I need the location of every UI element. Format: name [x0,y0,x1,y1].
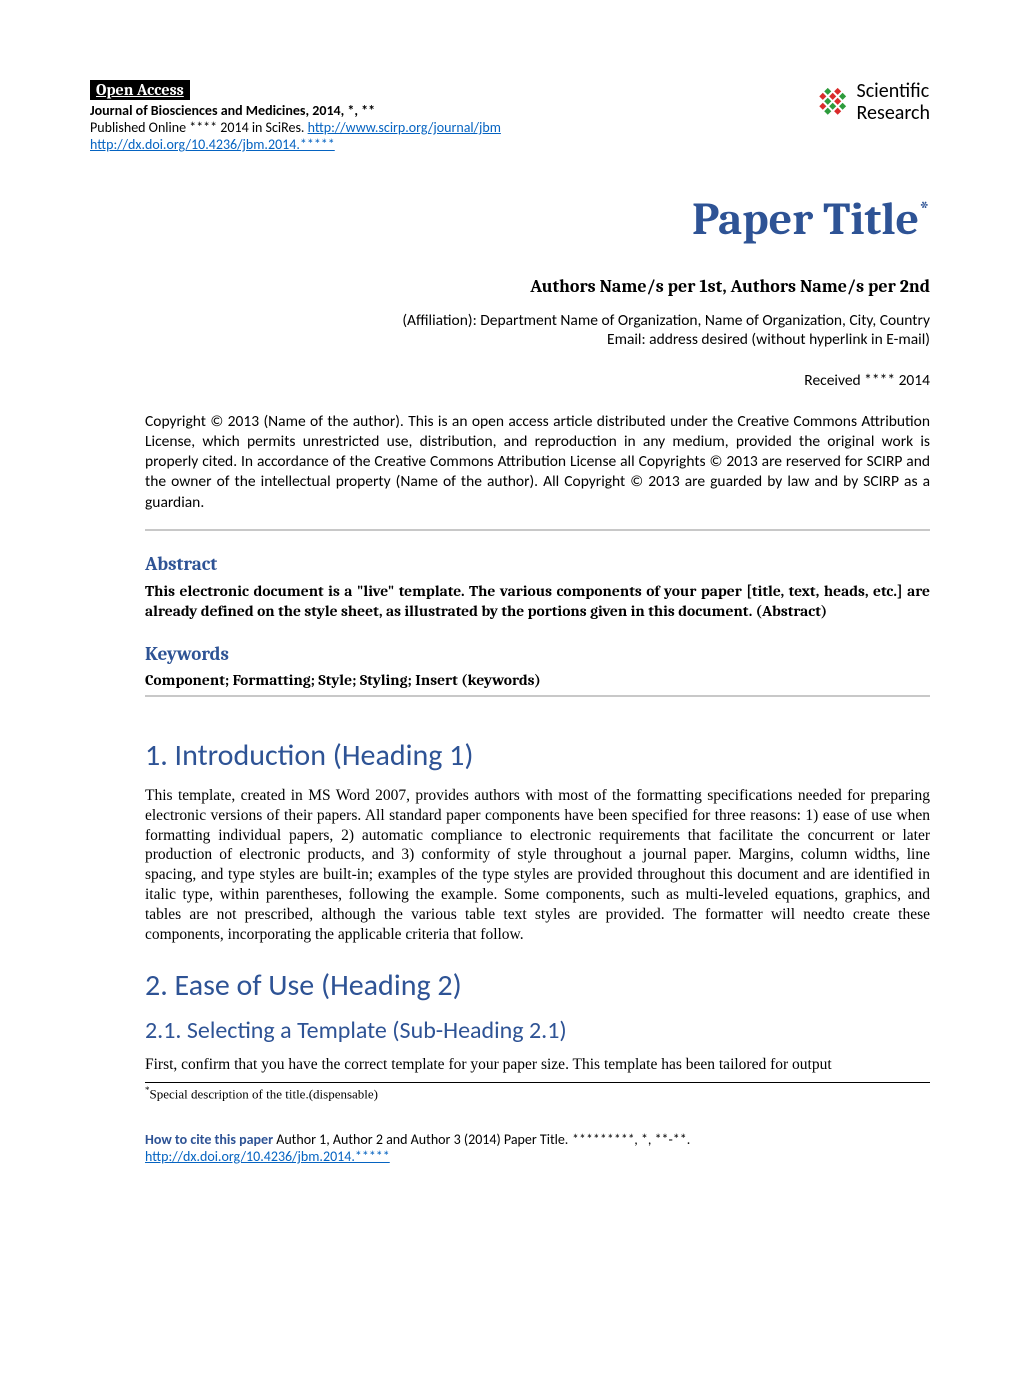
subheading-selecting-template: 2.1. Selecting a Template (Sub-Heading 2… [145,1016,930,1045]
logo-line2: Research [857,102,930,124]
citation-authors: Author 1, Author 2 and Author 3 (2014) P… [276,1131,571,1148]
rule-top [145,529,930,531]
paper-title-superscript: * [919,196,930,224]
authors-line: Authors Name/s per 1st, Authors Name/s p… [145,276,930,297]
heading-introduction: 1. Introduction (Heading 1) [145,737,930,774]
email-line: Email: address desired (without hyperlin… [145,330,930,349]
paper-title-text: Paper Title [692,193,919,246]
page-header: Open Access Journal of Biosciences and M… [90,80,930,153]
introduction-body: This template, created in MS Word 2007, … [145,786,930,945]
published-link[interactable]: http://www.scirp.org/journal/jbm [308,119,501,136]
citation-rest: , *, **-**. [634,1131,690,1148]
copyright-text: Copyright © 2013 (Name of the author). T… [145,412,930,513]
logo-text: Scientific Research [857,80,930,124]
paper-title: Paper Title* [145,193,930,246]
header-doi-link[interactable]: http://dx.doi.org/10.4236/jbm.2014.***** [90,136,335,153]
publisher-logo: Scientific Research [813,80,930,124]
published-prefix: Published Online **** 2014 in SciRes. [90,119,308,136]
footnote: *Special description of the title.(dispe… [145,1085,930,1102]
citation-label: How to cite this paper [145,1131,276,1148]
keywords-label: Keywords [145,643,930,665]
affiliation-line: (Affiliation): Department Name of Organi… [145,311,930,330]
header-left-block: Open Access Journal of Biosciences and M… [90,80,813,153]
footnote-text: Special description of the title.(dispen… [150,1087,379,1102]
selecting-template-body: First, confirm that you have the correct… [145,1055,930,1075]
heading-ease-of-use: 2. Ease of Use (Heading 2) [145,967,930,1004]
journal-line: Journal of Biosciences and Medicines, 20… [90,102,813,119]
citation-doi-link[interactable]: http://dx.doi.org/10.4236/jbm.2014.***** [145,1148,390,1165]
footnote-rule [145,1082,930,1083]
keywords-text: Component; Formatting; Style; Styling; I… [145,671,930,689]
logo-diamond-icon [813,83,851,121]
open-access-badge: Open Access [90,80,190,100]
content-area: Paper Title* Authors Name/s per 1st, Aut… [145,193,930,1165]
logo-line1: Scientific [857,80,930,102]
abstract-text: This electronic document is a "live" tem… [145,581,930,621]
citation-box: How to cite this paper Author 1, Author … [145,1131,930,1165]
citation-journal: ********* [572,1131,635,1148]
abstract-label: Abstract [145,553,930,575]
rule-bottom [145,695,930,697]
citation-line: How to cite this paper Author 1, Author … [145,1131,930,1148]
received-line: Received **** 2014 [145,371,930,390]
doi-line: http://dx.doi.org/10.4236/jbm.2014.***** [90,136,813,153]
published-line: Published Online **** 2014 in SciRes. ht… [90,119,813,136]
